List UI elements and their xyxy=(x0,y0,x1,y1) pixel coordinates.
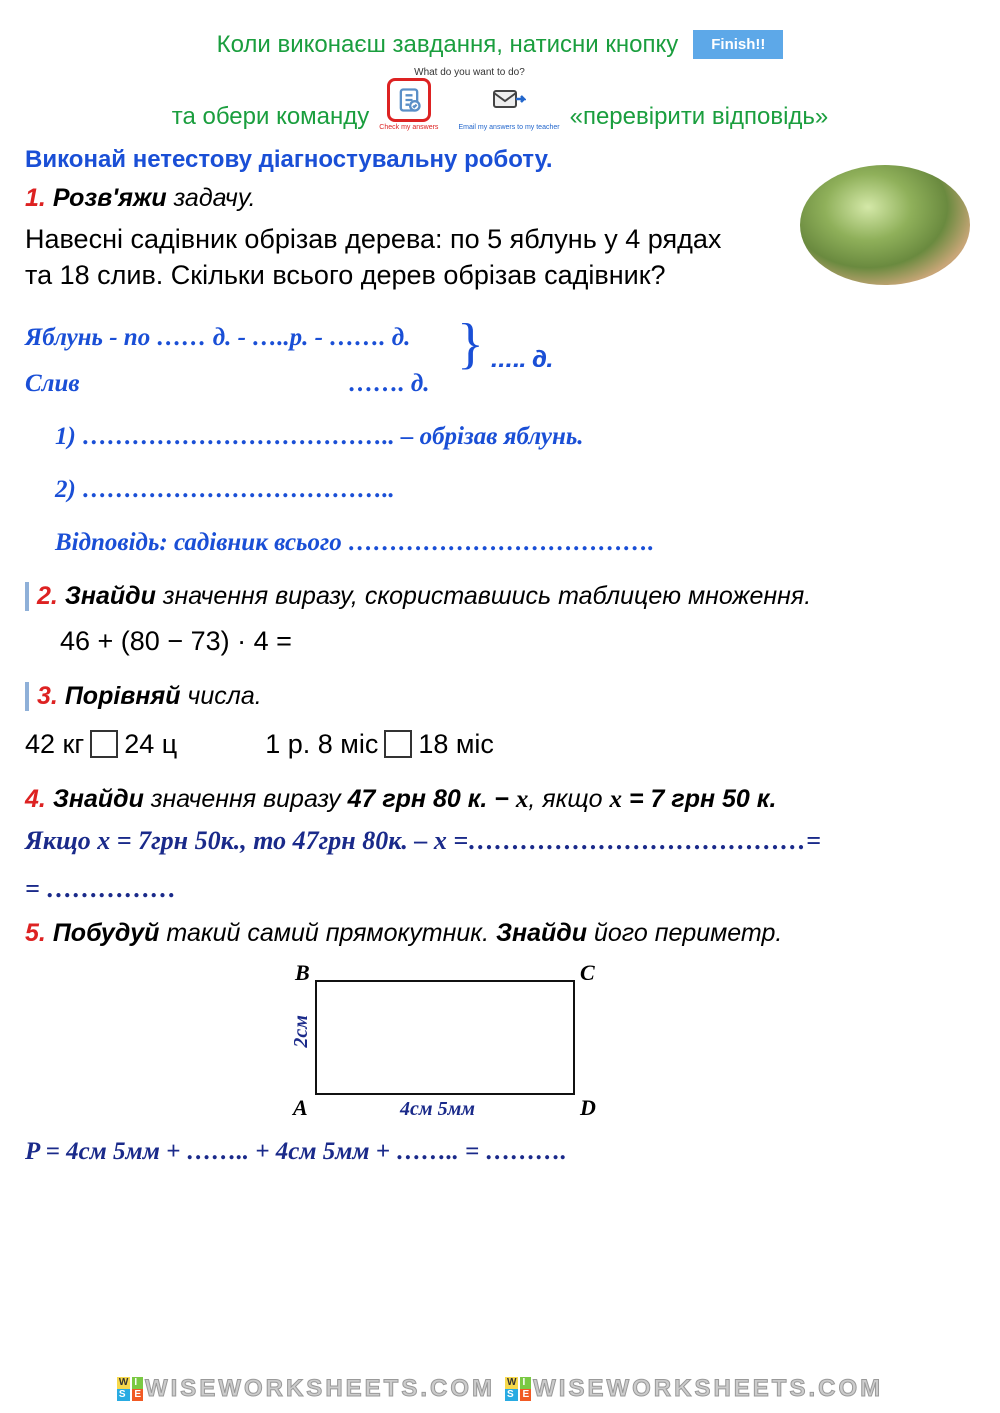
task4-solution-1: Якщо x = 7грн 50к., то 47грн 80к. – x =…… xyxy=(25,826,975,856)
task1-title-bold: Розв'яжи xyxy=(53,184,167,212)
task4-title-bold: Знайди xyxy=(53,785,144,813)
vertex-c: C xyxy=(580,960,595,986)
task4-title-rest: значення виразу xyxy=(144,785,348,813)
task2-title-rest: значення виразу, скориставшись таблицею … xyxy=(156,582,811,610)
task3-title-rest: числа. xyxy=(180,682,261,710)
task4-eq: = 7 грн 50 к. xyxy=(622,785,776,813)
header-instruction-1: Коли виконаєш завдання, натисни кнопку xyxy=(217,31,679,59)
schema-row-2: Слив ……. д. xyxy=(25,370,975,398)
cmp2-right: 18 міс xyxy=(418,729,494,760)
email-answers-icon[interactable] xyxy=(487,78,531,122)
watermark: WS IE WISEWORKSHEETS.COM WS IE WISEWORKS… xyxy=(0,1375,1000,1403)
side-horizontal-label: 4см 5мм xyxy=(400,1098,475,1121)
rectangle-shape xyxy=(315,980,575,1095)
task5-num: 5. xyxy=(25,919,46,947)
task4-solution-2: = …………… xyxy=(25,874,975,904)
task3-num: 3. xyxy=(37,682,58,710)
header-instruction-2-right: «перевірити відповідь» xyxy=(570,103,829,131)
task2-title-bold: Знайди xyxy=(65,582,156,610)
side-vertical-label: 2см xyxy=(290,1015,313,1048)
task4-num: 4. xyxy=(25,785,46,813)
icon1-caption: Check my answers xyxy=(379,124,438,131)
check-answers-icon[interactable] xyxy=(387,78,431,122)
icon2-caption: Email my answers to my teacher xyxy=(458,124,559,131)
small-prompt: What do you want to do? xyxy=(414,67,525,78)
compare-box-1[interactable] xyxy=(90,730,118,758)
cmp1-right: 24 ц xyxy=(124,729,177,760)
vertex-b: B xyxy=(295,960,310,986)
task2-expression: 46 + (80 − 73) · 4 = xyxy=(60,626,975,657)
task5-title-bold2: Знайди xyxy=(496,919,587,947)
task2-num: 2. xyxy=(37,582,58,610)
step-2: 2) ……………………………….. xyxy=(55,476,975,504)
compare-box-2[interactable] xyxy=(384,730,412,758)
vertex-d: D xyxy=(580,1095,596,1121)
perimeter-expression: P = 4см 5мм + …….. + 4см 5мм + …….. = ……… xyxy=(25,1138,975,1166)
task4-tail: , якщо xyxy=(528,785,609,813)
header-instruction-2-left: та обери команду xyxy=(172,103,370,131)
task5-title-rest: його периметр. xyxy=(587,919,782,947)
brace-label: ….. д. xyxy=(490,346,553,373)
garden-image xyxy=(800,165,970,285)
task1-num: 1. xyxy=(25,184,46,212)
task4-expr-bold: 47 грн 80 к. − xyxy=(348,785,516,813)
rectangle-diagram: B C A D 2см 4см 5мм xyxy=(25,960,975,1130)
main-heading: Виконай нетестову діагностувальну роботу… xyxy=(25,146,975,174)
task5-title-bold: Побудуй xyxy=(53,919,160,947)
finish-button[interactable]: Finish!! xyxy=(693,30,783,59)
task1-problem: Навесні садівник обрізав дерева: по 5 яб… xyxy=(25,221,755,294)
task1-title-rest: задачу. xyxy=(167,184,256,212)
task1-answer: Відповідь: садівник всього ………………………………. xyxy=(55,529,975,557)
task3-title-bold: Порівняй xyxy=(65,682,181,710)
vertex-a: A xyxy=(293,1095,308,1121)
cmp1-left: 42 кг xyxy=(25,729,84,760)
brace-icon: } xyxy=(457,316,484,372)
step-1: 1) ……………………………….. – обрізав яблунь. xyxy=(55,423,975,451)
cmp2-left: 1 р. 8 міс xyxy=(265,729,378,760)
task5-title-mid: такий самий прямокутник. xyxy=(159,919,496,947)
